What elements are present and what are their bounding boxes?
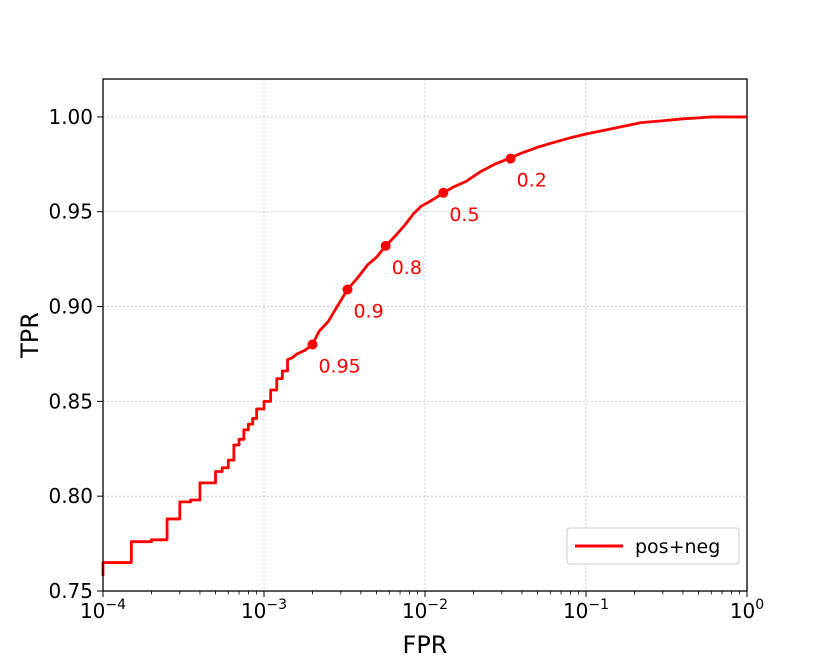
y-tick-label: 0.75	[48, 579, 93, 603]
threshold-marker	[307, 339, 318, 350]
x-axis-label: FPR	[403, 631, 448, 659]
legend: pos+neg	[566, 527, 740, 565]
x-axis: 10−4 10−3 10−2 10−1 100	[80, 591, 764, 623]
y-axis: 0.75 0.80 0.85 0.90 0.95 1.00	[48, 105, 103, 603]
y-tick-label: 1.00	[48, 105, 93, 129]
y-axis-label: TPR	[16, 312, 44, 359]
grid	[102, 79, 748, 592]
threshold-label: 0.8	[392, 257, 422, 279]
series-line-pos-neg	[101, 115, 747, 576]
y-tick-label: 0.95	[48, 200, 93, 224]
x-tick-label: 10−1	[563, 597, 609, 623]
threshold-label: 0.9	[353, 300, 383, 322]
y-tick-label: 0.90	[48, 295, 93, 319]
x-tick-label: 100	[730, 597, 764, 623]
threshold-marker	[342, 284, 353, 295]
threshold-label: 0.5	[449, 204, 479, 226]
threshold-label: 0.95	[318, 355, 360, 377]
threshold-marker	[505, 153, 516, 164]
threshold-markers: 0.95 0.9 0.8 0.5 0.2	[307, 153, 547, 377]
threshold-marker	[438, 187, 449, 198]
plot-area	[101, 115, 747, 576]
x-tick-label: 10−4	[80, 597, 126, 623]
legend-box	[566, 527, 740, 565]
x-tick-label: 10−3	[241, 597, 287, 623]
y-tick-label: 0.85	[48, 389, 93, 413]
legend-label-pos-neg: pos+neg	[635, 536, 720, 558]
threshold-marker	[380, 240, 391, 251]
x-tick-label: 10−2	[402, 597, 448, 623]
threshold-label: 0.2	[517, 170, 547, 192]
y-tick-label: 0.80	[48, 484, 93, 508]
